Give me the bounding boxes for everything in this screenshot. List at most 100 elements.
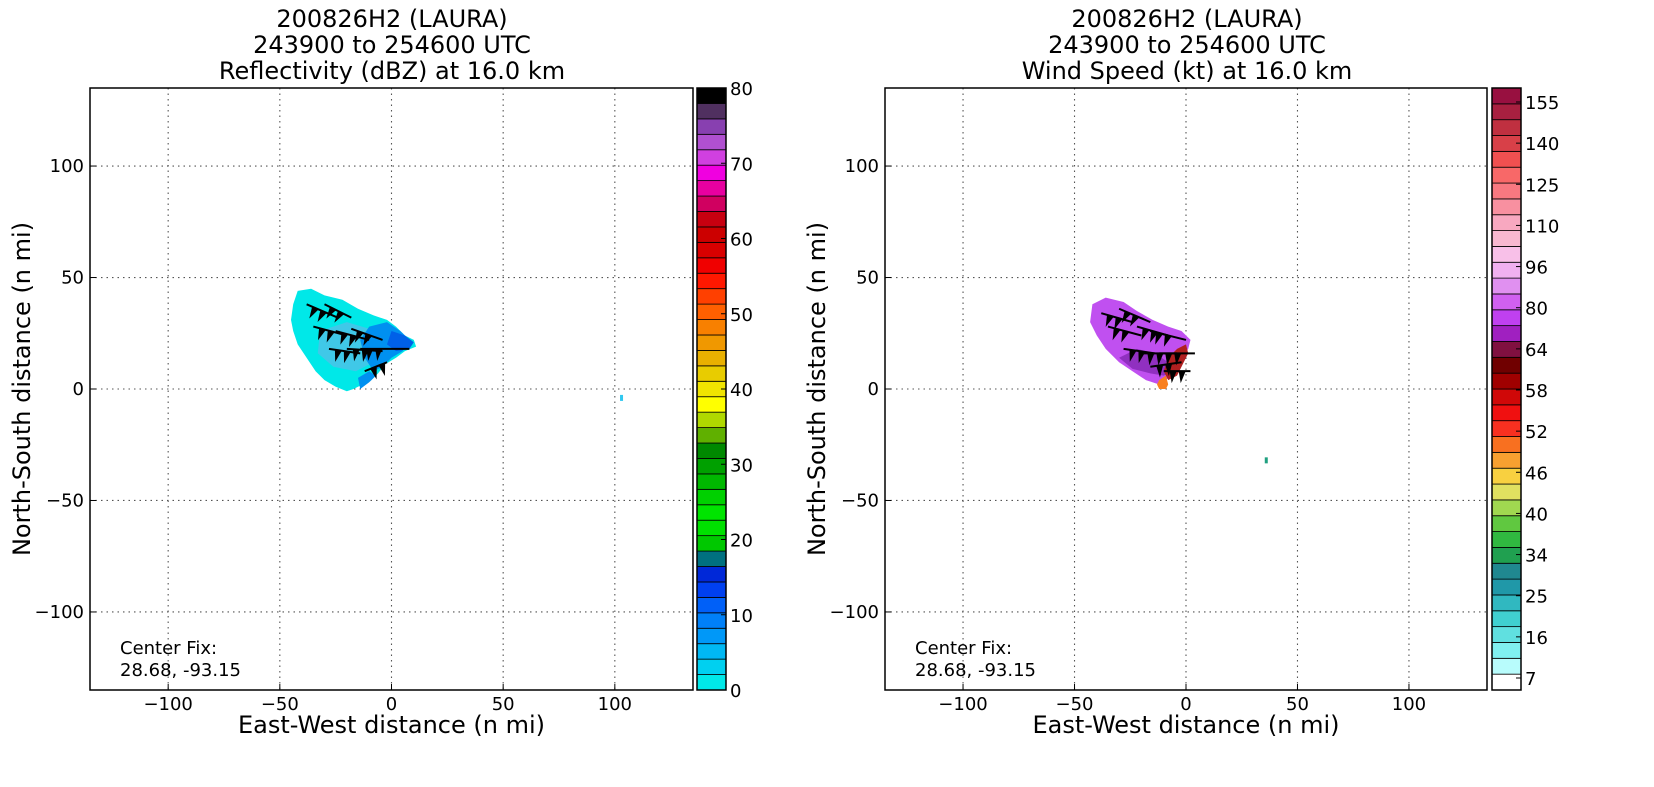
colorbar-swatch bbox=[1491, 198, 1522, 216]
colorbar-swatch bbox=[1491, 246, 1522, 263]
colorbar-tick-label: 52 bbox=[1525, 422, 1548, 443]
x-tick-label: −50 bbox=[261, 694, 299, 715]
colorbar-swatch bbox=[696, 550, 727, 567]
colorbar-tick-label: 0 bbox=[730, 681, 741, 702]
colorbar-swatch bbox=[696, 118, 727, 135]
colorbar-swatch bbox=[696, 473, 727, 490]
colorbar-tick-label: 34 bbox=[1525, 546, 1548, 567]
wind-barb bbox=[335, 330, 370, 347]
colorbar-swatch bbox=[696, 504, 727, 521]
wind-barb bbox=[1118, 307, 1151, 327]
colorbar-swatch bbox=[1491, 356, 1522, 374]
echo-region bbox=[1157, 375, 1169, 389]
colorbar-swatch bbox=[696, 133, 727, 151]
colorbar-swatch bbox=[696, 396, 727, 413]
wind-barb bbox=[1107, 325, 1142, 343]
x-tick-label: −100 bbox=[143, 694, 192, 715]
x-tick-label: 100 bbox=[1392, 694, 1426, 715]
colorbar-tick-label: 16 bbox=[1525, 628, 1548, 649]
echo-region bbox=[358, 371, 376, 389]
colorbar-tick-label: 125 bbox=[1525, 175, 1559, 196]
colorbar-tick-label: 40 bbox=[730, 380, 753, 401]
colorbar-tick-label: 70 bbox=[730, 154, 753, 175]
echo-region bbox=[387, 331, 414, 352]
colorbar-swatch bbox=[1491, 277, 1522, 295]
x-axis-label: East-West distance (n mi) bbox=[238, 711, 545, 739]
colorbar-tick-label: 80 bbox=[730, 79, 753, 100]
wind-barb bbox=[364, 361, 388, 380]
colorbar-swatch bbox=[696, 519, 727, 537]
colorbar-swatch bbox=[696, 195, 727, 212]
colorbar-swatch bbox=[696, 303, 727, 320]
colorbar-swatch bbox=[1491, 372, 1522, 390]
colorbar-tick-label: 40 bbox=[1525, 504, 1548, 525]
colorbar-tick-label: 60 bbox=[730, 230, 753, 251]
chart-title-line: 200826H2 (LAURA) bbox=[276, 5, 507, 33]
wind-barb bbox=[324, 303, 352, 323]
colorbar-swatch bbox=[696, 627, 727, 645]
colorbar-swatch bbox=[696, 180, 727, 197]
colorbar-swatch bbox=[696, 458, 727, 475]
colorbar-swatch bbox=[696, 658, 727, 675]
x-tick-label: 50 bbox=[1286, 694, 1309, 715]
x-tick-label: 0 bbox=[1180, 694, 1191, 715]
colorbar-swatch bbox=[696, 411, 727, 428]
y-tick-label: −100 bbox=[830, 602, 879, 623]
colorbar-tick-label: 30 bbox=[730, 455, 753, 476]
colorbar-tick-label: 58 bbox=[1525, 381, 1548, 402]
colorbar-swatch bbox=[1491, 261, 1522, 279]
colorbar-swatch bbox=[1491, 626, 1522, 643]
colorbar-swatch bbox=[1491, 483, 1522, 501]
colorbar-tick-label: 80 bbox=[1525, 299, 1548, 320]
colorbar-tick-label: 155 bbox=[1525, 93, 1559, 114]
colorbar-swatch bbox=[1491, 420, 1522, 437]
colorbar-swatch bbox=[696, 674, 727, 691]
colorbar-swatch bbox=[696, 241, 727, 259]
colorbar-swatch bbox=[1491, 467, 1522, 485]
reflectivity-panel: 200826H2 (LAURA)243900 to 254600 UTCRefl… bbox=[8, 5, 753, 739]
colorbar-swatch bbox=[696, 164, 727, 182]
colorbar-tick-label: 110 bbox=[1525, 216, 1559, 237]
colorbar-swatch bbox=[696, 581, 727, 598]
wind-barb bbox=[1100, 312, 1133, 330]
colorbar-swatch bbox=[1491, 103, 1522, 121]
colorbar-swatch bbox=[1491, 87, 1522, 105]
colorbar-swatch bbox=[696, 488, 727, 506]
remote-echo-point bbox=[620, 394, 624, 401]
x-tick-label: 50 bbox=[492, 694, 515, 715]
colorbar-frame bbox=[1491, 87, 1522, 691]
colorbar-tick-label: 140 bbox=[1525, 134, 1559, 155]
center-fix-label: Center Fix: bbox=[120, 638, 217, 659]
colorbar-swatch bbox=[1491, 309, 1522, 327]
wind-barb bbox=[1150, 330, 1187, 347]
colorbar-swatch bbox=[696, 87, 727, 104]
colorbar: 7 16 25 34 40 46 52 58 64 80 96 110 125 140 155 bbox=[1491, 87, 1559, 691]
colorbar-swatch bbox=[696, 566, 727, 583]
y-tick-label: 50 bbox=[856, 268, 879, 289]
remote-echo-point bbox=[1264, 457, 1268, 464]
chart-title-line: Reflectivity (dBZ) at 16.0 km bbox=[219, 57, 565, 85]
colorbar-swatch bbox=[1491, 642, 1522, 659]
y-tick-label: 50 bbox=[61, 268, 84, 289]
colorbar-swatch bbox=[696, 319, 727, 336]
colorbar-tick-label: 10 bbox=[730, 606, 753, 627]
wind-barb bbox=[360, 347, 410, 361]
y-tick-label: −50 bbox=[46, 490, 84, 511]
colorbar-swatch bbox=[1491, 673, 1522, 691]
colorbar-swatch bbox=[696, 257, 727, 274]
x-tick-label: −100 bbox=[938, 694, 987, 715]
y-axis-label: North-South distance (n mi) bbox=[8, 222, 36, 556]
colorbar-swatch bbox=[1491, 388, 1522, 406]
colorbar-swatch bbox=[1491, 562, 1522, 580]
chart-title-line: 200826H2 (LAURA) bbox=[1071, 5, 1302, 33]
y-tick-label: −100 bbox=[35, 602, 84, 623]
center-fix-coordinates: 28.68, -93.15 bbox=[120, 660, 241, 681]
colorbar-swatch bbox=[696, 596, 727, 614]
colorbar-swatch bbox=[1491, 578, 1522, 596]
colorbar-swatch bbox=[696, 211, 727, 228]
colorbar-swatch bbox=[1491, 451, 1522, 469]
colorbar-tick-label: 7 bbox=[1525, 669, 1536, 690]
chart-title-line: Wind Speed (kt) at 16.0 km bbox=[1022, 57, 1353, 85]
colorbar-swatch bbox=[1491, 657, 1522, 675]
colorbar-swatch bbox=[1491, 182, 1522, 200]
